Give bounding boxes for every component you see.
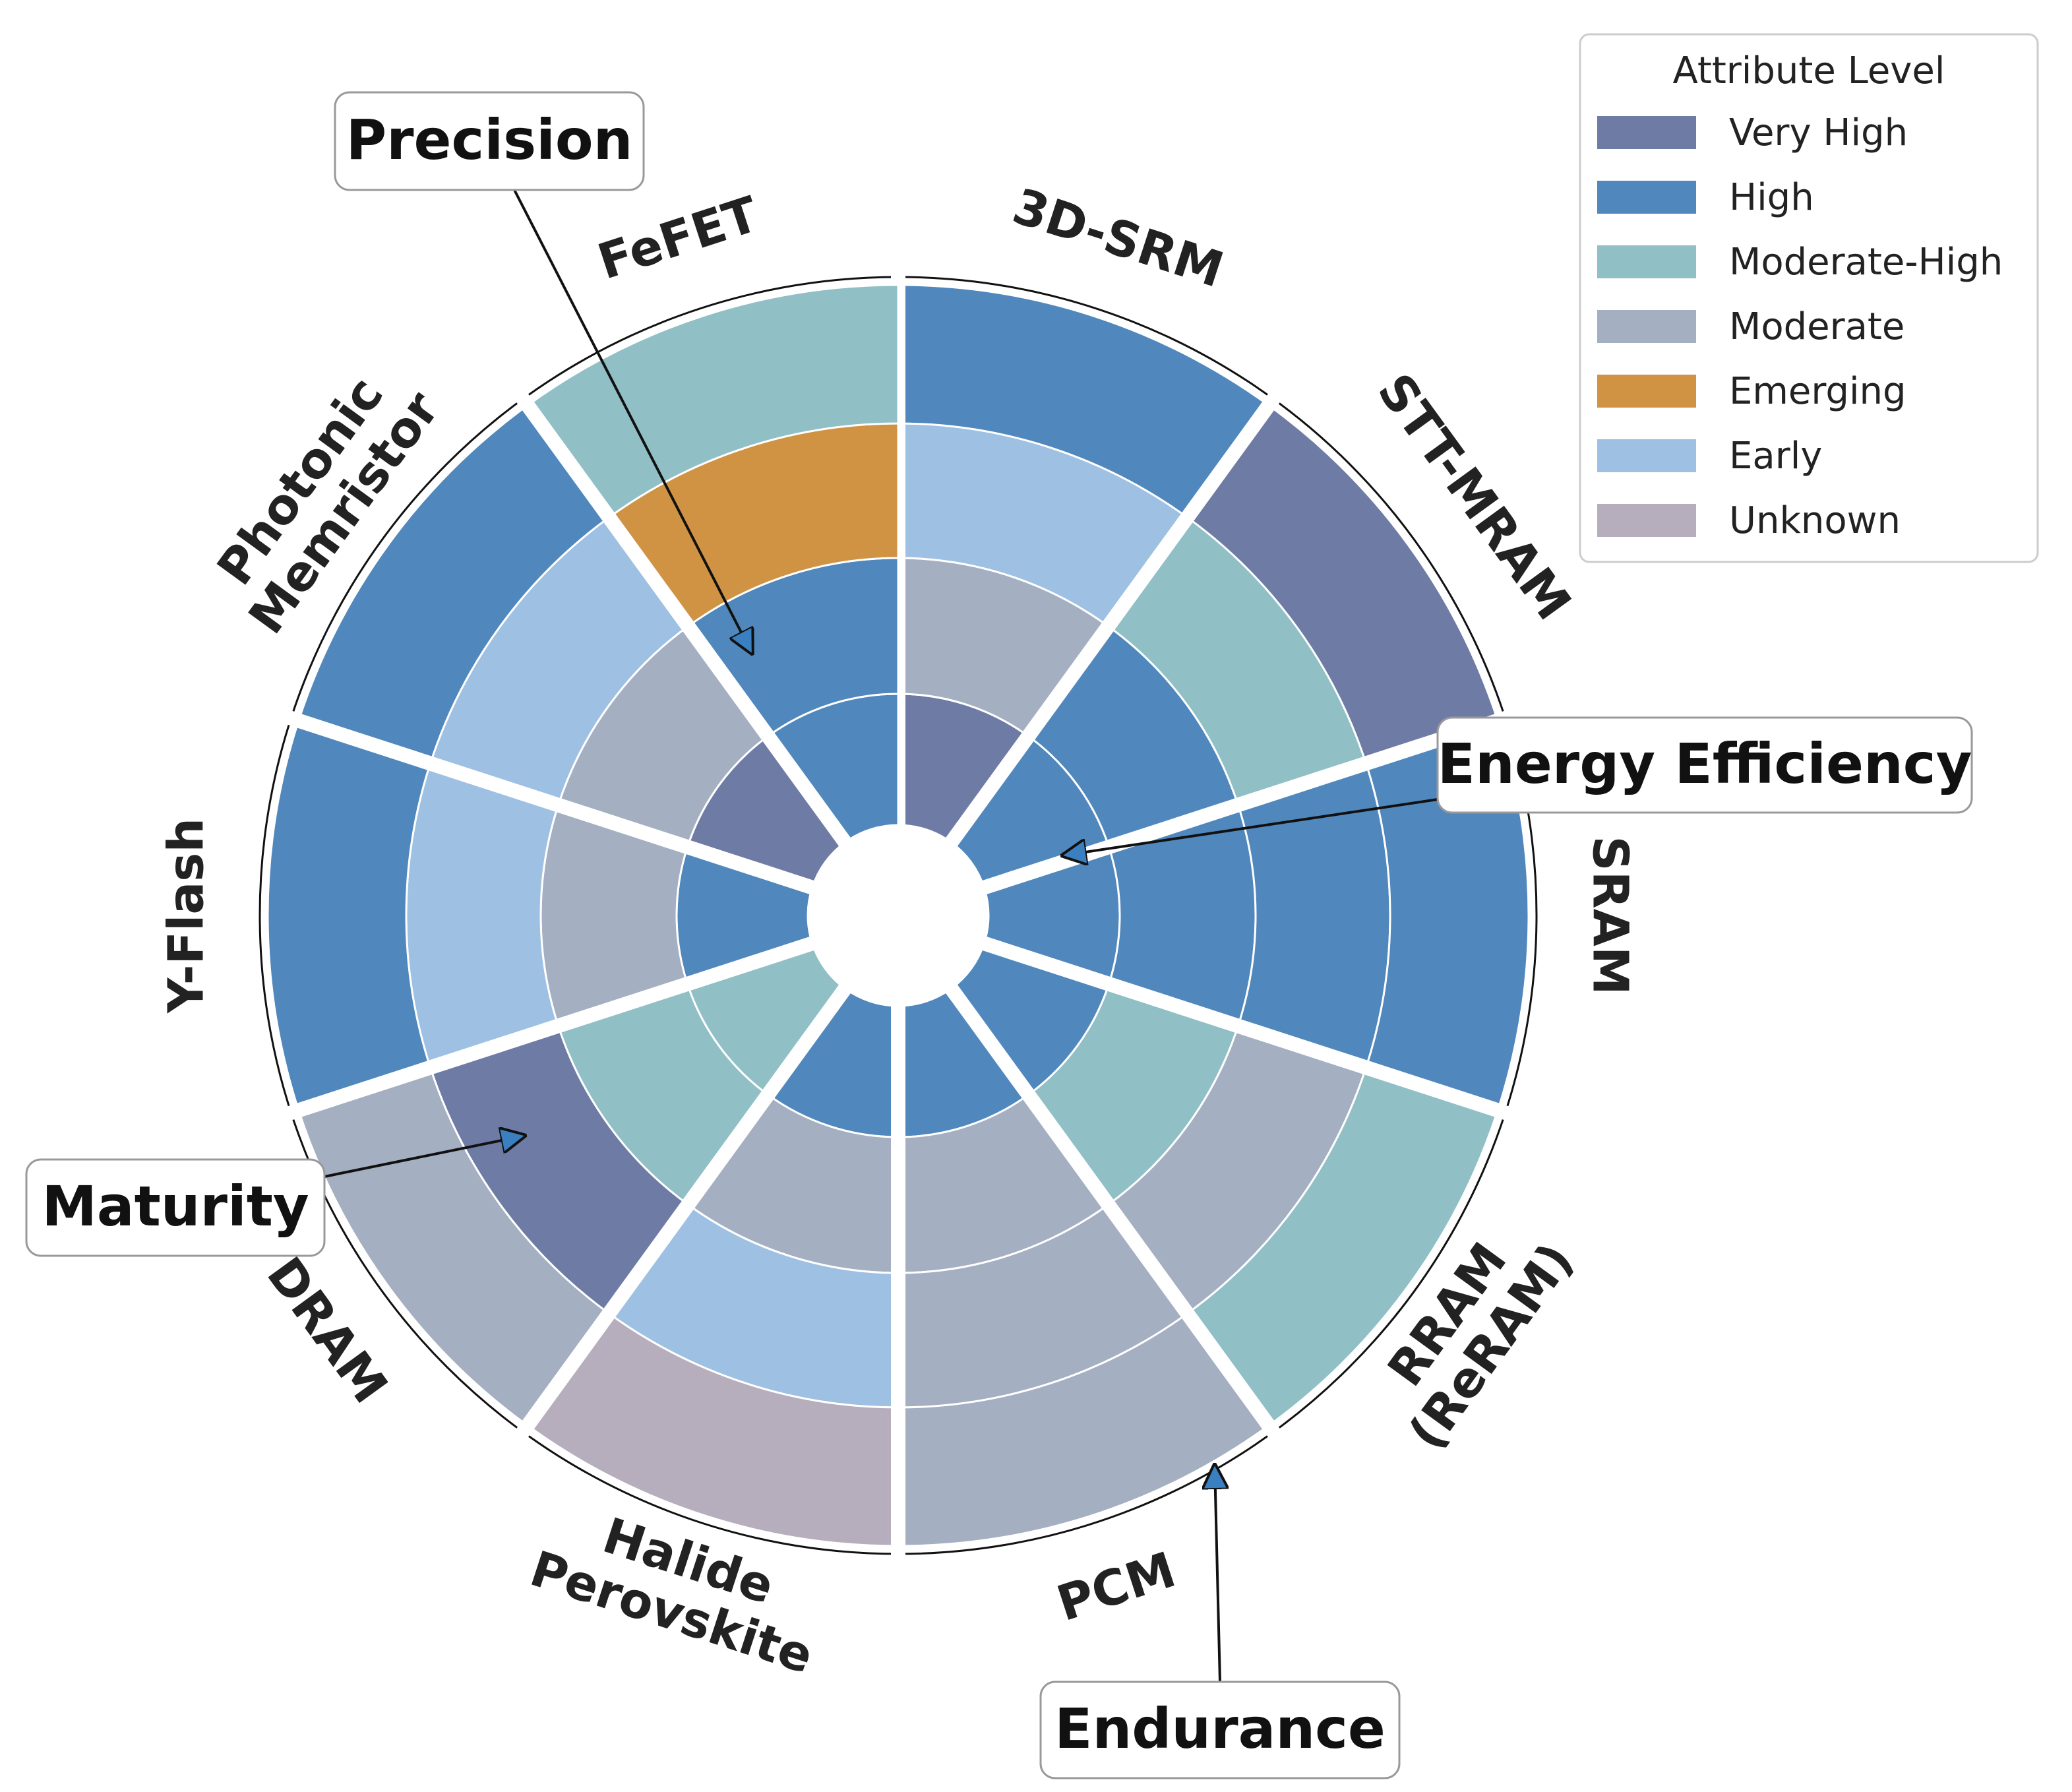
sector-gap	[263, 935, 817, 1128]
wedge-fefet-endurance	[526, 284, 899, 519]
center-hole	[808, 825, 989, 1006]
wedge-y-flash-endurance	[266, 719, 432, 1112]
legend-swatch	[1597, 375, 1696, 408]
callout-label: Endurance	[1054, 1696, 1386, 1761]
legend-swatch	[1597, 181, 1696, 214]
callout-precision: Precision	[334, 91, 752, 653]
callout-box	[334, 91, 645, 191]
callout-arrow	[513, 189, 752, 653]
sector-dram	[297, 942, 847, 1427]
legend-item-very-high: Very High	[1597, 111, 1908, 154]
legend-label: Very High	[1729, 111, 1908, 154]
callout-arrow	[1215, 1466, 1220, 1683]
sector-gap	[501, 982, 853, 1458]
label-pcm: PCM	[1051, 1541, 1182, 1632]
sector-gap	[944, 982, 1295, 1458]
callout-box	[25, 1158, 326, 1257]
wedge-y-flash-maturity	[405, 762, 560, 1069]
legend-label: Early	[1729, 435, 1822, 478]
legend-item-moderate-high: Moderate-High	[1597, 241, 2003, 284]
callout-box	[1039, 1681, 1401, 1779]
callout-label: Precision	[346, 108, 633, 172]
legend-label: Moderate	[1729, 305, 1904, 348]
legend: Attribute Level Very High High Moderate-Hig…	[1579, 33, 2039, 563]
label-y-flash: Y-Flash	[158, 818, 215, 1014]
callouts-group: Precision Energy Efficiency Maturity Endura…	[25, 91, 1973, 1779]
callout-box	[1436, 716, 1973, 814]
legend-frame	[1579, 33, 2039, 563]
callout-label: Maturity	[42, 1174, 309, 1239]
label-dram: DRAM	[256, 1247, 398, 1413]
legend-label: High	[1729, 176, 1814, 219]
legend-swatch	[1597, 310, 1696, 343]
legend-label: Unknown	[1729, 499, 1901, 542]
callout-endurance: Endurance	[1039, 1466, 1401, 1779]
wedges-group	[263, 251, 1533, 1580]
label-sram: SRAM	[1581, 836, 1638, 995]
legend-swatch	[1597, 439, 1696, 472]
sector-gap	[263, 703, 817, 896]
legend-title: Attribute Level	[1673, 49, 1945, 92]
callout-arrow	[1063, 798, 1438, 855]
callout-arrow	[324, 1136, 524, 1178]
callout-label: Energy Efficiency	[1438, 731, 1972, 796]
sector-halide-perovskite	[526, 987, 899, 1547]
sector-gap	[944, 373, 1295, 849]
sector-photonic-memristor	[297, 404, 847, 889]
legend-item-emerging: Emerging	[1597, 370, 1906, 413]
label-fefet: FeFET	[592, 186, 766, 291]
legend-label: Moderate-High	[1729, 241, 2003, 284]
legend-item-unknown: Unknown	[1597, 499, 1901, 542]
sector-gap	[979, 935, 1533, 1128]
callout-maturity: Maturity	[25, 1136, 524, 1257]
legend-item-high: High	[1597, 176, 1814, 219]
legend-swatch	[1597, 504, 1696, 537]
legend-item-early: Early	[1597, 435, 1822, 478]
legend-swatch	[1597, 245, 1696, 278]
label-3d-srm: 3D-SRM	[1006, 178, 1230, 299]
callout-energy-efficiency: Energy Efficiency	[1063, 716, 1973, 855]
legend-swatch	[1597, 116, 1696, 149]
legend-item-moderate: Moderate	[1597, 305, 1904, 348]
sector-gap	[501, 373, 853, 849]
legend-label: Emerging	[1729, 370, 1906, 413]
